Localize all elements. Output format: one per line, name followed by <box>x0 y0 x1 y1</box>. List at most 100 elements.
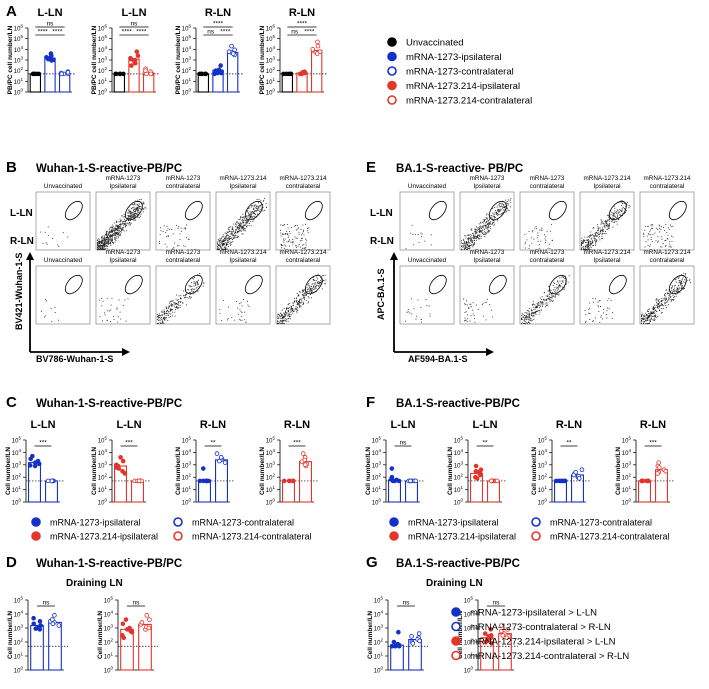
flow-event <box>297 228 299 230</box>
flow-B-arrowhead-x <box>122 348 130 356</box>
flow-event <box>503 204 505 206</box>
flow-event <box>587 242 589 244</box>
flow-event <box>251 205 252 207</box>
flow-event <box>532 300 534 302</box>
flow-event <box>539 311 541 313</box>
flow-event <box>106 234 107 236</box>
flow-event <box>469 243 471 245</box>
flow-event <box>585 242 587 243</box>
flow-event <box>101 243 103 244</box>
flow-event <box>612 217 614 219</box>
flow-event <box>521 319 522 321</box>
flow-event <box>293 297 295 299</box>
y-tick-label: 105 <box>454 436 464 445</box>
flow-event <box>241 226 243 228</box>
flow-event <box>560 283 562 285</box>
flow-event <box>219 237 221 239</box>
flow-event <box>606 226 608 228</box>
flow-event <box>283 247 285 249</box>
flow-event <box>656 302 658 304</box>
flow-event <box>594 240 596 242</box>
flow-event <box>607 224 608 226</box>
flow-event <box>305 299 307 301</box>
flow-event <box>254 213 256 215</box>
chart-ylabel: PB/PC cell number/LN <box>7 25 14 94</box>
flow-event <box>656 310 658 312</box>
flow-event <box>131 212 133 214</box>
flow-event <box>281 317 283 318</box>
flow-event <box>494 206 496 208</box>
flow-event <box>54 312 56 313</box>
flow-group-label: Ipsilateral <box>594 257 621 264</box>
flow-event <box>646 317 648 319</box>
flow-event <box>665 293 666 295</box>
flow-event <box>541 302 543 304</box>
flow-event <box>649 229 651 231</box>
flow-event <box>321 283 323 285</box>
flow-event <box>130 217 132 219</box>
flow-event <box>657 306 659 308</box>
flow-event <box>166 311 167 313</box>
flow-event <box>297 304 299 306</box>
flow-event <box>305 244 307 246</box>
flow-event <box>116 222 118 223</box>
y-tick-exponent: 0 <box>544 498 547 503</box>
flow-event <box>675 289 677 291</box>
subtitle-D: Draining LN <box>66 578 123 589</box>
flow-event <box>217 245 218 247</box>
flow-event <box>669 293 671 295</box>
flow-event <box>136 208 138 210</box>
bar-1 <box>29 73 42 93</box>
flow-event <box>671 299 672 301</box>
flow-event <box>321 288 323 290</box>
sig-label: ** <box>566 440 572 447</box>
y-tick-exponent: 4 <box>544 448 547 453</box>
flow-event <box>227 237 229 239</box>
flow-event <box>476 237 477 239</box>
chart-title: R-LN <box>640 419 666 431</box>
flow-event <box>305 242 307 244</box>
flow-event <box>178 295 180 297</box>
flow-event <box>110 238 112 240</box>
flow-event <box>260 200 262 202</box>
flow-event <box>669 296 671 298</box>
flow-event <box>470 236 472 238</box>
flow-event <box>120 228 122 230</box>
y-tick-exponent: 0 <box>380 666 383 671</box>
y-tick-exponent: 4 <box>380 610 383 615</box>
sig-label: **** <box>52 29 63 36</box>
flow-event <box>177 303 179 305</box>
flow-event <box>259 206 261 208</box>
flow-event <box>281 233 283 235</box>
flow-event <box>122 228 124 230</box>
flow-event <box>557 282 559 284</box>
flow-event <box>99 245 101 247</box>
legend-A-label-1: Unvaccinated <box>406 38 464 49</box>
flow-event <box>548 286 550 287</box>
flow-event <box>232 227 234 229</box>
data-point <box>482 631 488 636</box>
flow-event <box>296 302 298 303</box>
flow-event <box>102 300 104 302</box>
flow-event <box>235 235 237 236</box>
y-tick-label: 105 <box>12 436 22 445</box>
flow-event <box>311 288 313 290</box>
data-point <box>121 635 127 641</box>
flow-event <box>284 233 286 234</box>
flow-event <box>288 235 290 237</box>
data-point <box>413 478 419 484</box>
flow-event <box>546 298 548 300</box>
flow-event <box>241 220 243 222</box>
flow-event <box>673 289 675 291</box>
flow-event <box>188 297 190 299</box>
flow-event <box>106 237 107 239</box>
flow-event <box>102 248 104 250</box>
flow-event <box>185 227 186 229</box>
flow-event <box>537 304 539 306</box>
flow-event <box>116 237 118 239</box>
flow-event <box>167 314 169 316</box>
flow-event <box>465 242 467 244</box>
flow-event <box>681 288 683 290</box>
